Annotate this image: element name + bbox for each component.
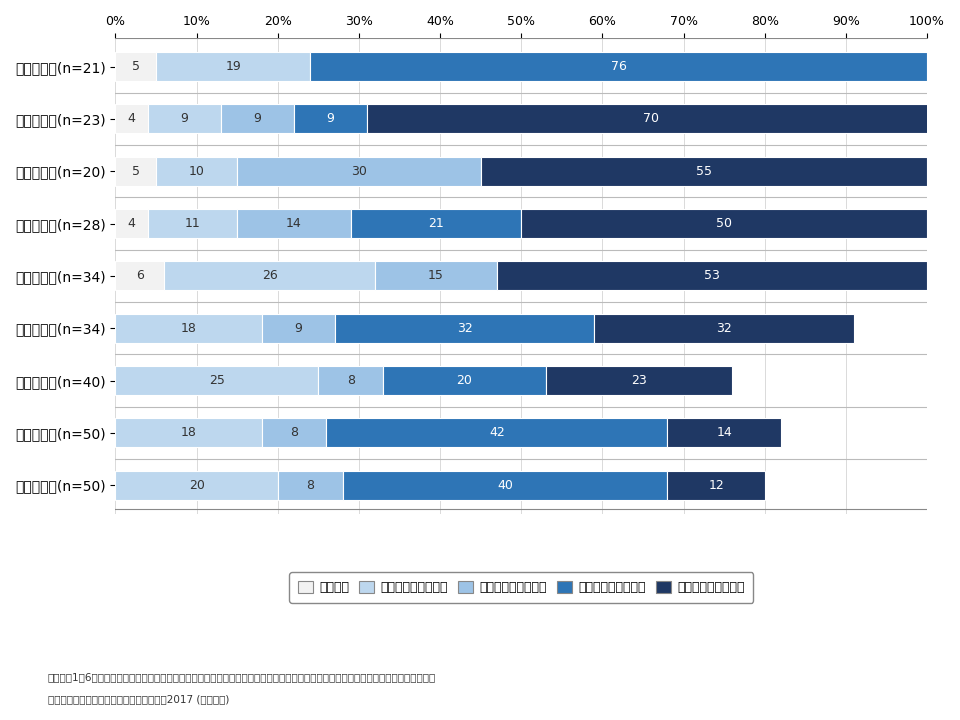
Bar xyxy=(521,209,927,238)
Text: 30: 30 xyxy=(351,165,367,178)
Bar xyxy=(383,366,545,395)
Text: 55: 55 xyxy=(696,165,712,178)
Text: 注：関東1都6県在住のスマホ・ケータイを利用する小中学生を持つ保護者が回答。「わからない・答えたくない」とした回答者は除く。: 注：関東1都6県在住のスマホ・ケータイを利用する小中学生を持つ保護者が回答。「わ… xyxy=(48,672,436,683)
Text: 18: 18 xyxy=(180,426,197,439)
Text: 8: 8 xyxy=(347,374,355,387)
Legend: ほぼ毎日, 週に４、５回くらい, 週に２、３回くらい, 月に２、３回くらい, 月に１回より少ない: ほぼ毎日, 週に４、５回くらい, 週に２、３回くらい, 月に２、３回くらい, 月… xyxy=(289,572,754,603)
Text: 70: 70 xyxy=(643,112,660,125)
Bar xyxy=(277,471,343,500)
Bar xyxy=(221,104,294,133)
Text: 25: 25 xyxy=(209,374,225,387)
Text: 20: 20 xyxy=(457,374,472,387)
Text: 21: 21 xyxy=(428,217,444,230)
Bar xyxy=(115,366,319,395)
Bar xyxy=(115,418,261,447)
Text: 32: 32 xyxy=(457,322,472,335)
Bar xyxy=(319,366,383,395)
Text: 50: 50 xyxy=(716,217,732,230)
Bar xyxy=(237,209,350,238)
Text: 10: 10 xyxy=(189,165,204,178)
Bar xyxy=(261,314,335,343)
Bar xyxy=(115,261,164,290)
Text: 9: 9 xyxy=(253,112,261,125)
Text: 18: 18 xyxy=(180,322,197,335)
Text: 12: 12 xyxy=(708,479,724,492)
Text: 9: 9 xyxy=(326,112,334,125)
Bar xyxy=(261,418,326,447)
Text: 23: 23 xyxy=(631,374,647,387)
Bar xyxy=(237,157,481,186)
Text: 5: 5 xyxy=(132,60,140,73)
Text: 19: 19 xyxy=(226,60,241,73)
Text: 4: 4 xyxy=(128,217,135,230)
Text: 32: 32 xyxy=(716,322,732,335)
Bar xyxy=(343,471,667,500)
Bar xyxy=(594,314,854,343)
Text: 14: 14 xyxy=(716,426,732,439)
Bar xyxy=(667,471,765,500)
Bar xyxy=(497,261,927,290)
Text: 9: 9 xyxy=(180,112,188,125)
Bar xyxy=(375,261,497,290)
Bar xyxy=(310,52,927,81)
Bar xyxy=(115,157,156,186)
Text: 20: 20 xyxy=(189,479,204,492)
Bar xyxy=(667,418,781,447)
Text: 6: 6 xyxy=(136,269,144,282)
Text: 53: 53 xyxy=(704,269,720,282)
Text: 40: 40 xyxy=(497,479,513,492)
Text: 42: 42 xyxy=(489,426,505,439)
Text: 15: 15 xyxy=(428,269,444,282)
Bar xyxy=(115,471,277,500)
Text: 出所：子どものケータイ利用に関する調査2017 (訪問面接): 出所：子どものケータイ利用に関する調査2017 (訪問面接) xyxy=(48,694,229,704)
Bar xyxy=(294,104,367,133)
Bar xyxy=(367,104,935,133)
Text: 4: 4 xyxy=(128,112,135,125)
Bar xyxy=(115,209,148,238)
Text: 14: 14 xyxy=(286,217,301,230)
Text: 26: 26 xyxy=(262,269,277,282)
Text: 76: 76 xyxy=(611,60,627,73)
Bar xyxy=(115,52,156,81)
Bar xyxy=(148,209,237,238)
Bar xyxy=(115,104,148,133)
Text: 8: 8 xyxy=(306,479,314,492)
Bar xyxy=(481,157,927,186)
Bar xyxy=(164,261,375,290)
Text: 9: 9 xyxy=(294,322,302,335)
Bar xyxy=(326,418,667,447)
Bar xyxy=(156,52,310,81)
Text: 8: 8 xyxy=(290,426,298,439)
Bar xyxy=(156,157,237,186)
Bar xyxy=(350,209,521,238)
Text: 11: 11 xyxy=(184,217,201,230)
Bar xyxy=(115,314,261,343)
Bar xyxy=(545,366,732,395)
Bar xyxy=(335,314,594,343)
Text: 5: 5 xyxy=(132,165,140,178)
Bar xyxy=(148,104,221,133)
